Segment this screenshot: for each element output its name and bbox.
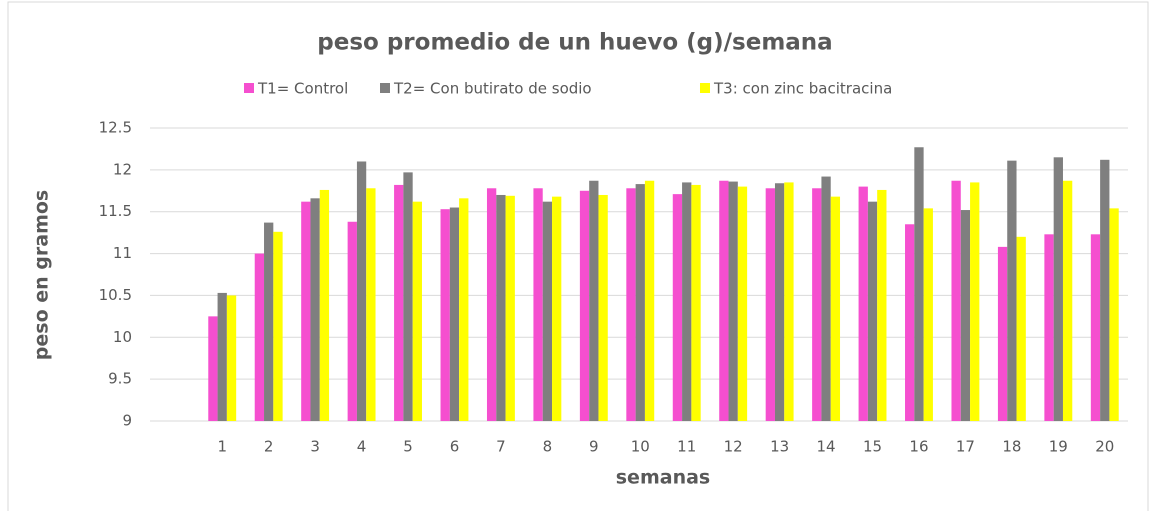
legend-label: T3: con zinc bacitracina <box>713 80 892 98</box>
bar <box>403 172 413 421</box>
x-tick-label: 16 <box>909 438 928 456</box>
x-tick-label: 13 <box>770 438 789 456</box>
x-tick-label: 2 <box>264 438 274 456</box>
x-tick-label: 5 <box>403 438 413 456</box>
x-axis-title: semanas <box>616 467 710 489</box>
bar <box>589 180 599 421</box>
bar <box>505 195 515 421</box>
x-tick-label: 20 <box>1095 438 1114 456</box>
bar <box>552 196 562 421</box>
x-tick-label: 7 <box>496 438 506 456</box>
bar <box>728 181 738 421</box>
bar <box>366 188 376 421</box>
y-tick-label: 12 <box>113 160 132 178</box>
bar <box>737 186 748 421</box>
bar <box>273 231 283 421</box>
y-tick-label: 9.5 <box>108 370 132 388</box>
legend-swatch <box>700 83 710 93</box>
bar <box>486 188 497 421</box>
bar <box>877 189 887 421</box>
bar <box>812 188 822 421</box>
bar <box>301 201 311 421</box>
bar <box>635 184 645 421</box>
bar <box>1053 157 1063 422</box>
x-tick-label: 6 <box>450 438 460 456</box>
bar <box>1062 180 1073 421</box>
bar <box>496 194 506 421</box>
bar <box>821 176 831 421</box>
bar <box>533 188 543 421</box>
bar <box>867 201 878 421</box>
x-tick-label: 10 <box>631 438 650 456</box>
bar <box>858 186 868 421</box>
bar <box>217 292 227 421</box>
bar <box>923 208 933 421</box>
legend-label: T2= Con butirato de sodio <box>393 80 592 98</box>
x-tick-label: 14 <box>817 438 836 456</box>
y-tick-label: 11.5 <box>99 202 132 220</box>
bar <box>905 224 915 421</box>
bar <box>830 196 841 421</box>
bar <box>412 201 422 421</box>
bar <box>254 253 265 421</box>
legend-swatch <box>244 83 254 93</box>
bar <box>970 182 980 421</box>
bar <box>644 180 655 421</box>
bar <box>691 184 701 421</box>
y-tick-label: 10.5 <box>99 286 132 304</box>
x-tick-label: 17 <box>956 438 975 456</box>
y-tick-label: 10 <box>113 328 132 346</box>
bar <box>440 209 450 421</box>
y-tick-label: 11 <box>113 244 132 262</box>
x-tick-label: 18 <box>1002 438 1021 456</box>
bar <box>394 184 404 421</box>
x-tick-label: 9 <box>589 438 599 456</box>
bar <box>449 207 460 421</box>
bar <box>1090 234 1101 421</box>
bar <box>997 246 1008 421</box>
bar <box>264 222 274 421</box>
bar <box>774 183 785 421</box>
bar <box>208 316 218 421</box>
bar <box>765 188 775 421</box>
y-tick-label: 12.5 <box>99 119 132 137</box>
bar <box>719 180 729 421</box>
y-tick-label: 9 <box>122 412 132 430</box>
y-axis-title: peso en gramos <box>31 190 53 360</box>
bar <box>542 201 553 421</box>
bar <box>1007 160 1017 422</box>
bar <box>784 182 794 421</box>
bar <box>1016 236 1026 421</box>
bar <box>598 194 608 421</box>
x-tick-label: 12 <box>724 438 743 456</box>
x-tick-label: 11 <box>677 438 696 456</box>
x-tick-label: 3 <box>310 438 320 456</box>
bar <box>951 180 961 421</box>
bar <box>914 147 924 422</box>
chart-frame <box>7 1 1149 511</box>
bar <box>960 210 971 421</box>
x-tick-label: 15 <box>863 438 882 456</box>
legend-swatch <box>380 83 390 93</box>
bar <box>682 182 692 421</box>
bar <box>1044 234 1054 421</box>
x-tick-label: 19 <box>1049 438 1068 456</box>
bar <box>356 161 367 421</box>
bar <box>310 198 320 421</box>
x-tick-label: 8 <box>543 438 553 456</box>
bar <box>672 194 683 421</box>
bar <box>579 190 590 421</box>
bar <box>347 221 357 421</box>
bar <box>1109 208 1119 421</box>
chart-title: peso promedio de un huevo (g)/semana <box>317 30 832 56</box>
bar <box>1100 159 1110 421</box>
bar <box>319 189 330 421</box>
x-tick-label: 1 <box>217 438 227 456</box>
legend-label: T1= Control <box>257 80 348 98</box>
bar <box>459 198 469 421</box>
x-tick-label: 4 <box>357 438 367 456</box>
bar <box>226 295 237 421</box>
bar <box>626 188 636 421</box>
